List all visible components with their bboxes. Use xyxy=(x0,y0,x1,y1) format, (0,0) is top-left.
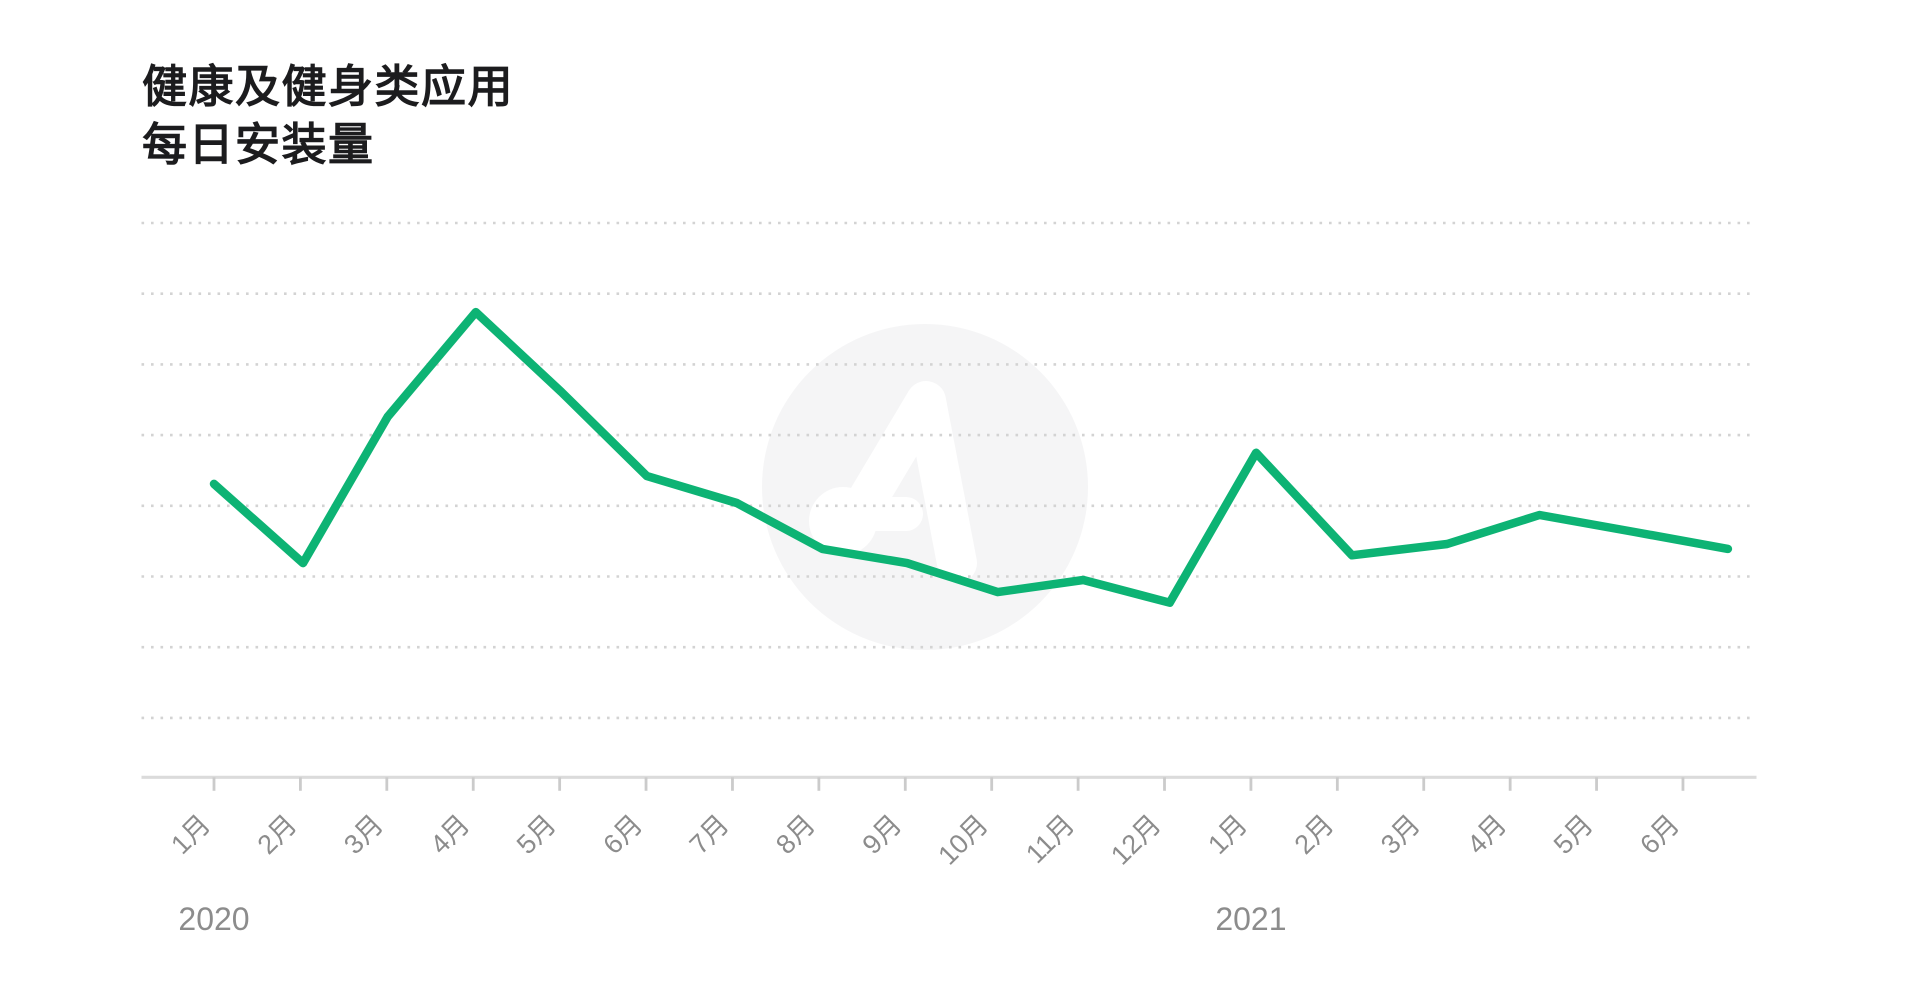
x-axis-month-label: 11月 xyxy=(1020,809,1080,869)
x-axis-month-label: 4月 xyxy=(1461,809,1512,860)
x-axis-month-label: 3月 xyxy=(338,809,389,860)
x-axis-month-label: 2月 xyxy=(1289,809,1340,860)
chart-title-line2: 每日安装量 xyxy=(142,119,375,170)
x-axis-year-label: 2020 xyxy=(178,901,249,937)
x-axis-month-label: 6月 xyxy=(1634,809,1685,860)
x-axis-month-label: 9月 xyxy=(857,809,908,860)
x-axis-month-label: 2月 xyxy=(252,809,303,860)
x-axis-month-label: 4月 xyxy=(425,809,476,860)
data-ai-watermark-icon xyxy=(762,324,1088,650)
gridlines-group xyxy=(141,221,1753,720)
x-axis-month-label: 6月 xyxy=(597,809,648,860)
chart-title-line1: 健康及健身类应用 xyxy=(142,61,515,112)
x-axis-year-label: 2021 xyxy=(1215,901,1286,937)
installs-trend-line xyxy=(209,307,1733,607)
x-axis-month-label: 5月 xyxy=(1548,809,1599,860)
x-axis-group: 1月 2月 3月 4月 5月 6月 7月 8月 9月 10月 11月 12月 1月 2月 3月 4月 5月 6月 2… xyxy=(141,775,1757,937)
x-axis-month-label: 3月 xyxy=(1375,809,1426,860)
chart-title: 健康及健身类应用 每日安装量 xyxy=(142,58,514,174)
x-axis-month-label: 7月 xyxy=(684,809,735,860)
series-group xyxy=(209,307,1733,607)
x-axis-month-label: 12月 xyxy=(1105,809,1167,871)
x-axis-month-label: 1月 xyxy=(1202,809,1253,860)
x-axis-month-label: 5月 xyxy=(511,809,562,860)
x-axis-month-label: 10月 xyxy=(932,809,994,871)
x-axis-month-label: 8月 xyxy=(770,809,821,860)
x-axis-month-label: 1月 xyxy=(165,809,216,860)
